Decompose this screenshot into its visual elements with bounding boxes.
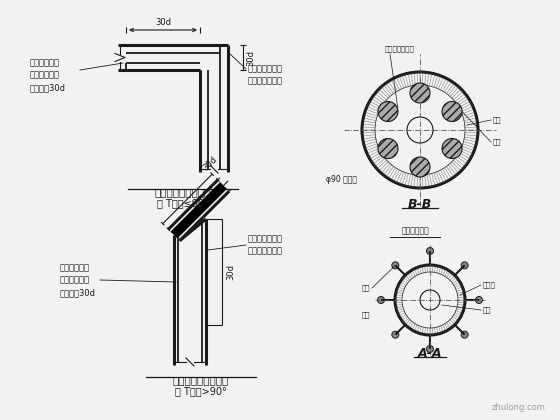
Circle shape (392, 262, 399, 269)
Circle shape (427, 346, 433, 352)
Text: 连梁内侧纵筋
应伸至梁外侧
后弯折长30d: 连梁内侧纵筋 应伸至梁外侧 后弯折长30d (60, 263, 96, 297)
Circle shape (377, 297, 385, 304)
Text: 螺旋筋: 螺旋筋 (483, 282, 496, 288)
Text: 连梁非内侧纵筋
可连续转弯通过: 连梁非内侧纵筋 可连续转弯通过 (248, 234, 283, 256)
Text: 30d: 30d (201, 154, 219, 172)
Circle shape (461, 331, 468, 338)
Circle shape (442, 102, 462, 121)
Text: 自由段箍筋图: 自由段箍筋图 (401, 226, 429, 235)
Circle shape (410, 157, 430, 177)
Circle shape (410, 83, 430, 103)
Text: 箍筋: 箍筋 (493, 117, 502, 123)
Circle shape (475, 297, 483, 304)
Text: 连梁内侧纵筋
应伸至梁外侧
后弯折长30d: 连梁内侧纵筋 应伸至梁外侧 后弯折长30d (30, 58, 66, 92)
Text: A-A: A-A (418, 347, 442, 360)
Text: 桩顶连浆转角处构造: 桩顶连浆转角处构造 (173, 375, 229, 385)
Text: B-B: B-B (408, 198, 432, 211)
Circle shape (392, 331, 399, 338)
Text: 锚杆: 锚杆 (362, 312, 370, 318)
Text: 桩顶灌浆转角处构造: 桩顶灌浆转角处构造 (155, 187, 211, 197)
Text: zhulong.com: zhulong.com (491, 403, 545, 412)
Text: 用 T转角>90°: 用 T转角>90° (175, 386, 227, 396)
Circle shape (461, 262, 468, 269)
Text: 30d: 30d (155, 18, 171, 27)
Text: 纵筋: 纵筋 (493, 139, 502, 145)
Text: 锚筋: 锚筋 (362, 285, 370, 291)
Text: 用 T转角≤90°: 用 T转角≤90° (157, 198, 209, 208)
Text: 30d: 30d (226, 264, 235, 280)
Circle shape (378, 139, 398, 158)
Circle shape (442, 139, 462, 158)
Text: 连梁非内侧纵筋
可连续转弯通过: 连梁非内侧纵筋 可连续转弯通过 (248, 64, 283, 86)
Text: 桩身、箍筋纵筋: 桩身、箍筋纵筋 (385, 45, 415, 52)
Text: 30d: 30d (246, 50, 255, 66)
Circle shape (427, 247, 433, 255)
Circle shape (378, 102, 398, 121)
Text: φ90 桩直径: φ90 桩直径 (326, 176, 357, 184)
Text: 纵筋: 纵筋 (483, 307, 492, 313)
